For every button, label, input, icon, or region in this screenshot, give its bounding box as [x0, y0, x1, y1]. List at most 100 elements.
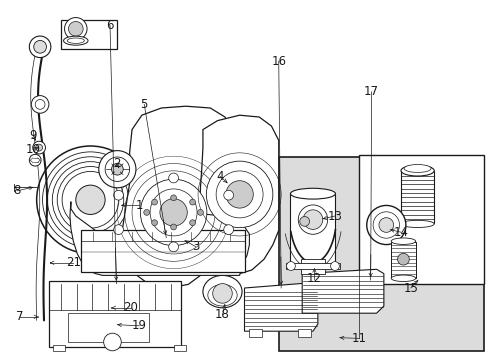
- Circle shape: [113, 225, 123, 234]
- Bar: [49, 281, 181, 347]
- Ellipse shape: [390, 238, 415, 244]
- Circle shape: [151, 220, 157, 226]
- Bar: [68, 313, 149, 342]
- Circle shape: [52, 162, 128, 238]
- Text: 5: 5: [140, 98, 148, 111]
- Text: 4: 4: [216, 170, 224, 183]
- Text: 12: 12: [306, 273, 321, 285]
- Circle shape: [99, 150, 136, 188]
- Text: 10: 10: [26, 143, 41, 156]
- Ellipse shape: [404, 165, 430, 172]
- Circle shape: [37, 146, 144, 253]
- Circle shape: [57, 167, 123, 233]
- Circle shape: [216, 171, 263, 218]
- Bar: [249, 329, 261, 337]
- Circle shape: [143, 210, 149, 215]
- Circle shape: [372, 212, 399, 238]
- Circle shape: [76, 185, 105, 215]
- Circle shape: [113, 190, 123, 200]
- Ellipse shape: [203, 275, 242, 308]
- Circle shape: [330, 262, 339, 270]
- Circle shape: [168, 242, 178, 252]
- Text: 15: 15: [403, 282, 417, 294]
- Text: 11: 11: [351, 332, 366, 345]
- Text: 21: 21: [66, 256, 81, 269]
- Bar: [359, 155, 483, 284]
- Ellipse shape: [390, 275, 415, 282]
- Circle shape: [33, 141, 45, 154]
- Ellipse shape: [63, 36, 88, 45]
- Text: 8: 8: [13, 184, 21, 197]
- Circle shape: [206, 161, 272, 228]
- Circle shape: [150, 189, 197, 236]
- Circle shape: [303, 210, 322, 229]
- Text: 19: 19: [132, 319, 146, 332]
- Bar: [81, 230, 244, 272]
- Text: 1: 1: [135, 199, 143, 212]
- Bar: [400, 171, 433, 223]
- Circle shape: [36, 144, 42, 151]
- Circle shape: [366, 206, 405, 244]
- Circle shape: [64, 18, 87, 40]
- Text: 6: 6: [106, 19, 114, 32]
- Circle shape: [299, 216, 309, 226]
- Circle shape: [189, 199, 195, 205]
- Bar: [61, 20, 117, 49]
- Bar: [173, 345, 185, 351]
- Circle shape: [47, 157, 133, 243]
- Circle shape: [224, 190, 233, 200]
- Text: 18: 18: [215, 309, 229, 321]
- Polygon shape: [302, 269, 383, 313]
- Circle shape: [62, 171, 119, 228]
- Text: 2: 2: [112, 157, 120, 170]
- Circle shape: [397, 253, 408, 265]
- Polygon shape: [244, 283, 317, 331]
- Text: 20: 20: [123, 301, 138, 314]
- Circle shape: [68, 22, 83, 36]
- Circle shape: [140, 179, 206, 246]
- Circle shape: [212, 284, 232, 303]
- Ellipse shape: [400, 165, 433, 176]
- Circle shape: [29, 36, 51, 58]
- Text: 14: 14: [393, 226, 407, 239]
- Bar: [300, 259, 325, 274]
- Circle shape: [170, 195, 176, 201]
- Ellipse shape: [67, 38, 84, 44]
- Bar: [278, 157, 483, 351]
- Text: 13: 13: [327, 210, 342, 222]
- Circle shape: [378, 218, 393, 232]
- Circle shape: [168, 173, 178, 183]
- Bar: [53, 345, 65, 351]
- Circle shape: [151, 199, 157, 205]
- Circle shape: [224, 225, 233, 234]
- Polygon shape: [199, 115, 278, 274]
- Circle shape: [189, 220, 195, 226]
- Circle shape: [31, 96, 49, 113]
- Text: 3: 3: [191, 240, 199, 253]
- Circle shape: [286, 262, 295, 270]
- Text: 9: 9: [29, 129, 37, 141]
- Circle shape: [34, 40, 46, 53]
- Circle shape: [111, 163, 123, 175]
- Circle shape: [103, 333, 121, 351]
- Text: 17: 17: [364, 85, 378, 98]
- Ellipse shape: [207, 284, 237, 306]
- Text: 16: 16: [271, 55, 285, 68]
- Bar: [390, 242, 415, 278]
- Bar: [289, 194, 334, 266]
- Circle shape: [298, 205, 327, 234]
- Circle shape: [42, 152, 138, 248]
- Text: 7: 7: [16, 310, 23, 323]
- Polygon shape: [121, 106, 232, 288]
- Circle shape: [160, 199, 187, 226]
- Ellipse shape: [400, 220, 433, 228]
- Circle shape: [35, 99, 45, 109]
- Bar: [298, 329, 310, 337]
- Polygon shape: [70, 202, 249, 275]
- Ellipse shape: [290, 188, 335, 199]
- Circle shape: [197, 210, 203, 215]
- Circle shape: [29, 154, 41, 166]
- Circle shape: [225, 181, 253, 208]
- Circle shape: [105, 157, 129, 181]
- Bar: [285, 263, 339, 269]
